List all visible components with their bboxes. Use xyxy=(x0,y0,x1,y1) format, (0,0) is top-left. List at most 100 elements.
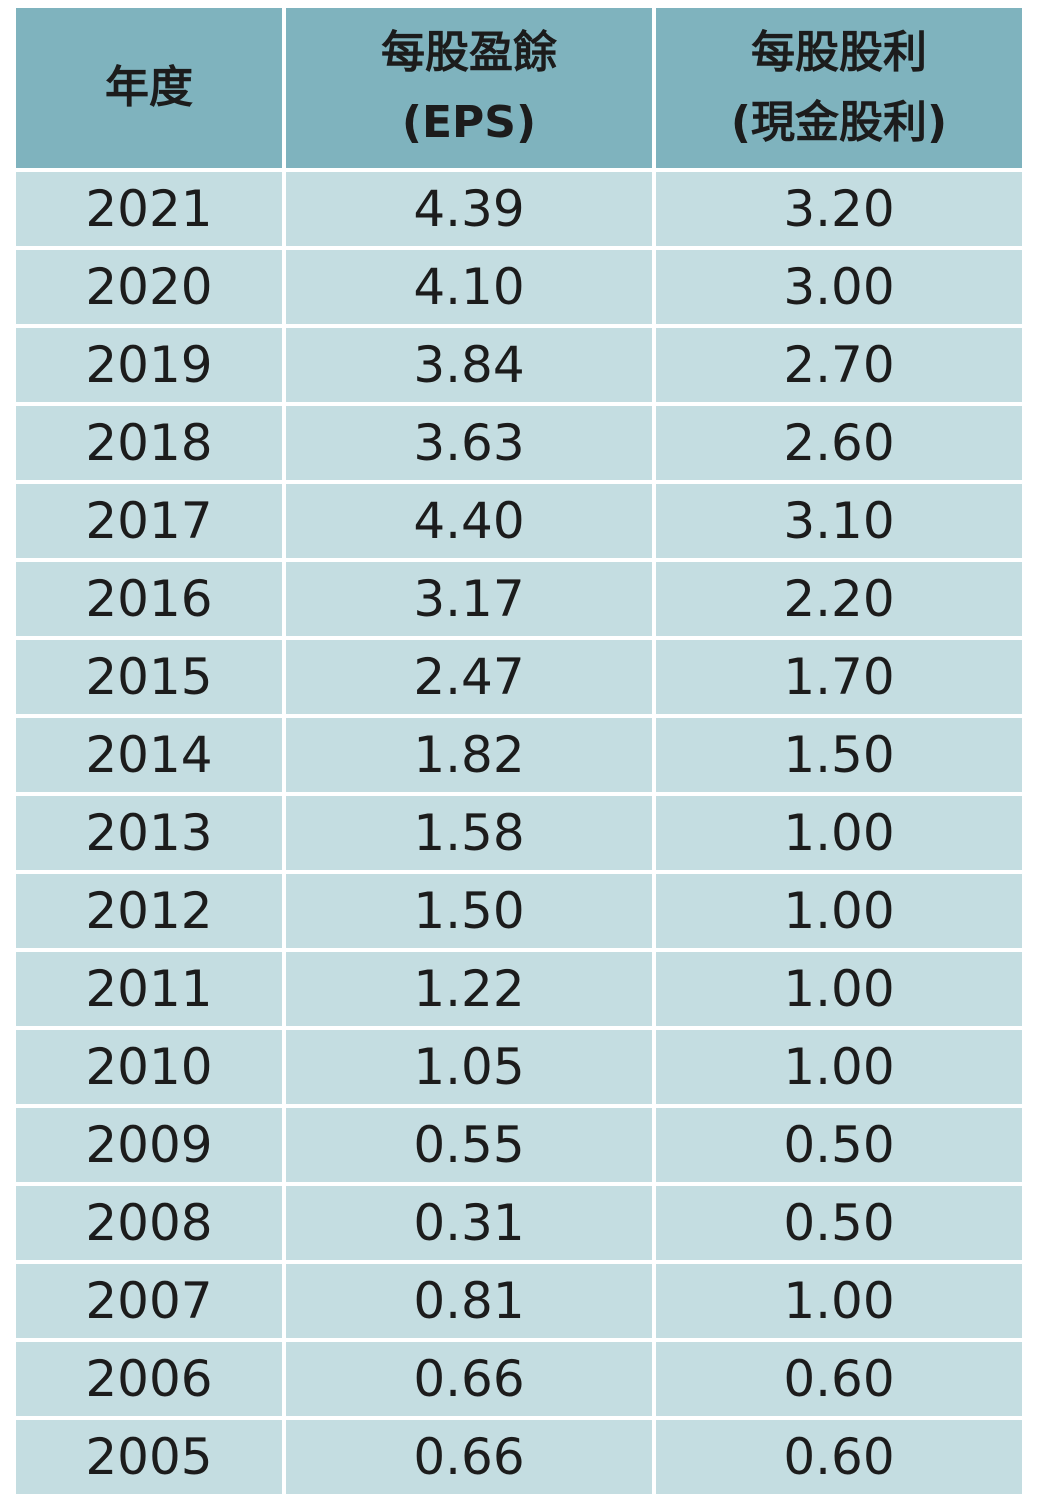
cell-text: 4.10 xyxy=(413,258,525,316)
table-cell: 4.10 xyxy=(286,250,652,324)
table-cell: 2012 xyxy=(16,874,282,948)
cell-text: 2014 xyxy=(85,726,213,784)
table-cell: 3.10 xyxy=(656,484,1022,558)
cell-text: 2.47 xyxy=(413,648,525,706)
cell-text: 2015 xyxy=(85,648,213,706)
cell-text: 2020 xyxy=(85,258,213,316)
cell-text: 4.39 xyxy=(413,180,525,238)
table-cell: 2.70 xyxy=(656,328,1022,402)
table-cell: 3.17 xyxy=(286,562,652,636)
cell-text: 0.60 xyxy=(783,1428,895,1486)
table-cell: 4.40 xyxy=(286,484,652,558)
table-cell: 4.39 xyxy=(286,172,652,246)
cell-text: 3.10 xyxy=(783,492,895,550)
cell-text: 2013 xyxy=(85,804,213,862)
header-text: 每股股利 xyxy=(751,27,927,78)
table-cell: 2014 xyxy=(16,718,282,792)
table-cell: 0.60 xyxy=(656,1342,1022,1416)
table-cell: 0.50 xyxy=(656,1108,1022,1182)
table-cell: 1.00 xyxy=(656,952,1022,1026)
cell-text: 1.00 xyxy=(783,804,895,862)
table-cell: 0.66 xyxy=(286,1420,652,1494)
table-cell: 3.84 xyxy=(286,328,652,402)
table-cell: 1.05 xyxy=(286,1030,652,1104)
cell-text: 1.00 xyxy=(783,960,895,1018)
cell-text: 3.00 xyxy=(783,258,895,316)
cell-text: 2007 xyxy=(85,1272,213,1330)
table-cell: 0.55 xyxy=(286,1108,652,1182)
table-cell: 2011 xyxy=(16,952,282,1026)
table-cell: 2005 xyxy=(16,1420,282,1494)
cell-text: 0.66 xyxy=(413,1428,525,1486)
cell-text: 0.66 xyxy=(413,1350,525,1408)
cell-text: 2018 xyxy=(85,414,213,472)
table-cell: 2017 xyxy=(16,484,282,558)
cell-text: 0.60 xyxy=(783,1350,895,1408)
header-cell: 年度 xyxy=(16,8,282,168)
table-cell: 2021 xyxy=(16,172,282,246)
table-cell: 1.00 xyxy=(656,1264,1022,1338)
table-cell: 2016 xyxy=(16,562,282,636)
cell-text: 2.20 xyxy=(783,570,895,628)
table-cell: 1.00 xyxy=(656,796,1022,870)
cell-text: 1.50 xyxy=(783,726,895,784)
table-cell: 1.70 xyxy=(656,640,1022,714)
table-cell: 2019 xyxy=(16,328,282,402)
cell-text: 0.81 xyxy=(413,1272,525,1330)
table: 年度 每股盈餘 (EPS) 每股股利 (現金股利) 2021 4.39 3.20 2020 4.1… xyxy=(16,8,1022,1494)
header-text: 年度 xyxy=(105,62,193,113)
header-text: (EPS) xyxy=(401,97,537,148)
cell-text: 1.05 xyxy=(413,1038,525,1096)
table-cell: 1.50 xyxy=(286,874,652,948)
table-cell: 2018 xyxy=(16,406,282,480)
cell-text: 3.63 xyxy=(413,414,525,472)
cell-text: 2006 xyxy=(85,1350,213,1408)
table-cell: 1.22 xyxy=(286,952,652,1026)
table-cell: 2.60 xyxy=(656,406,1022,480)
table-cell: 2020 xyxy=(16,250,282,324)
header-text: (現金股利) xyxy=(730,97,948,148)
cell-text: 2021 xyxy=(85,180,213,238)
cell-text: 2011 xyxy=(85,960,213,1018)
cell-text: 2.70 xyxy=(783,336,895,394)
cell-text: 3.20 xyxy=(783,180,895,238)
cell-text: 2005 xyxy=(85,1428,213,1486)
table-cell: 2008 xyxy=(16,1186,282,1260)
cell-text: 1.70 xyxy=(783,648,895,706)
header-cell: 每股股利 (現金股利) xyxy=(656,8,1022,168)
table-cell: 0.60 xyxy=(656,1420,1022,1494)
cell-text: 2.60 xyxy=(783,414,895,472)
table-cell: 0.66 xyxy=(286,1342,652,1416)
table-cell: 2009 xyxy=(16,1108,282,1182)
table-cell: 3.20 xyxy=(656,172,1022,246)
cell-text: 2017 xyxy=(85,492,213,550)
cell-text: 2016 xyxy=(85,570,213,628)
cell-text: 1.00 xyxy=(783,1272,895,1330)
cell-text: 0.55 xyxy=(413,1116,525,1174)
table-cell: 3.63 xyxy=(286,406,652,480)
cell-text: 2009 xyxy=(85,1116,213,1174)
table-cell: 1.58 xyxy=(286,796,652,870)
cell-text: 4.40 xyxy=(413,492,525,550)
table-cell: 2006 xyxy=(16,1342,282,1416)
cell-text: 1.00 xyxy=(783,1038,895,1096)
table-cell: 1.00 xyxy=(656,1030,1022,1104)
table-cell: 2007 xyxy=(16,1264,282,1338)
cell-text: 3.84 xyxy=(413,336,525,394)
cell-text: 2008 xyxy=(85,1194,213,1252)
table-cell: 1.50 xyxy=(656,718,1022,792)
table-cell: 0.31 xyxy=(286,1186,652,1260)
table-cell: 3.00 xyxy=(656,250,1022,324)
table-cell: 2010 xyxy=(16,1030,282,1104)
cell-text: 2010 xyxy=(85,1038,213,1096)
table-cell: 0.81 xyxy=(286,1264,652,1338)
cell-text: 0.50 xyxy=(783,1116,895,1174)
cell-text: 3.17 xyxy=(413,570,525,628)
table-cell: 1.82 xyxy=(286,718,652,792)
table-cell: 1.00 xyxy=(656,874,1022,948)
cell-text: 2019 xyxy=(85,336,213,394)
cell-text: 1.82 xyxy=(413,726,525,784)
cell-text: 1.50 xyxy=(413,882,525,940)
header-text: 每股盈餘 xyxy=(381,27,557,78)
